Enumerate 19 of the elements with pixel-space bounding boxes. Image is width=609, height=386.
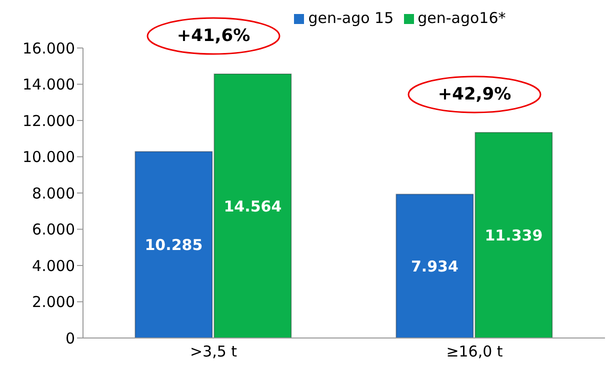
x-tick-label: ≥16,0 t xyxy=(446,342,503,361)
x-tick-label: >3,5 t xyxy=(190,342,238,361)
data-label: 14.564 xyxy=(224,197,282,216)
y-tick-label: 12.000 xyxy=(22,112,75,130)
annotation: +42,9% xyxy=(438,84,512,104)
legend-label: gen-ago 15 xyxy=(308,9,394,27)
y-tick-label: 2.000 xyxy=(32,293,75,312)
text: +41,6% xyxy=(176,26,250,46)
y-tick-label: 8.000 xyxy=(32,184,75,202)
y-tick-label: 16.000 xyxy=(22,39,75,58)
data-label: 11.339 xyxy=(484,226,543,245)
y-tick-label: 4.000 xyxy=(32,256,75,275)
legend-label: gen-ago16* xyxy=(418,9,506,27)
y-tick-label: 0 xyxy=(65,329,75,348)
y-tick-label: 14.000 xyxy=(22,76,75,94)
data-label: 10.285 xyxy=(144,236,203,254)
y-tick-label: 6.000 xyxy=(32,220,75,239)
data-label: 7.934 xyxy=(410,257,458,276)
y-tick-label: 10.000 xyxy=(22,148,75,166)
